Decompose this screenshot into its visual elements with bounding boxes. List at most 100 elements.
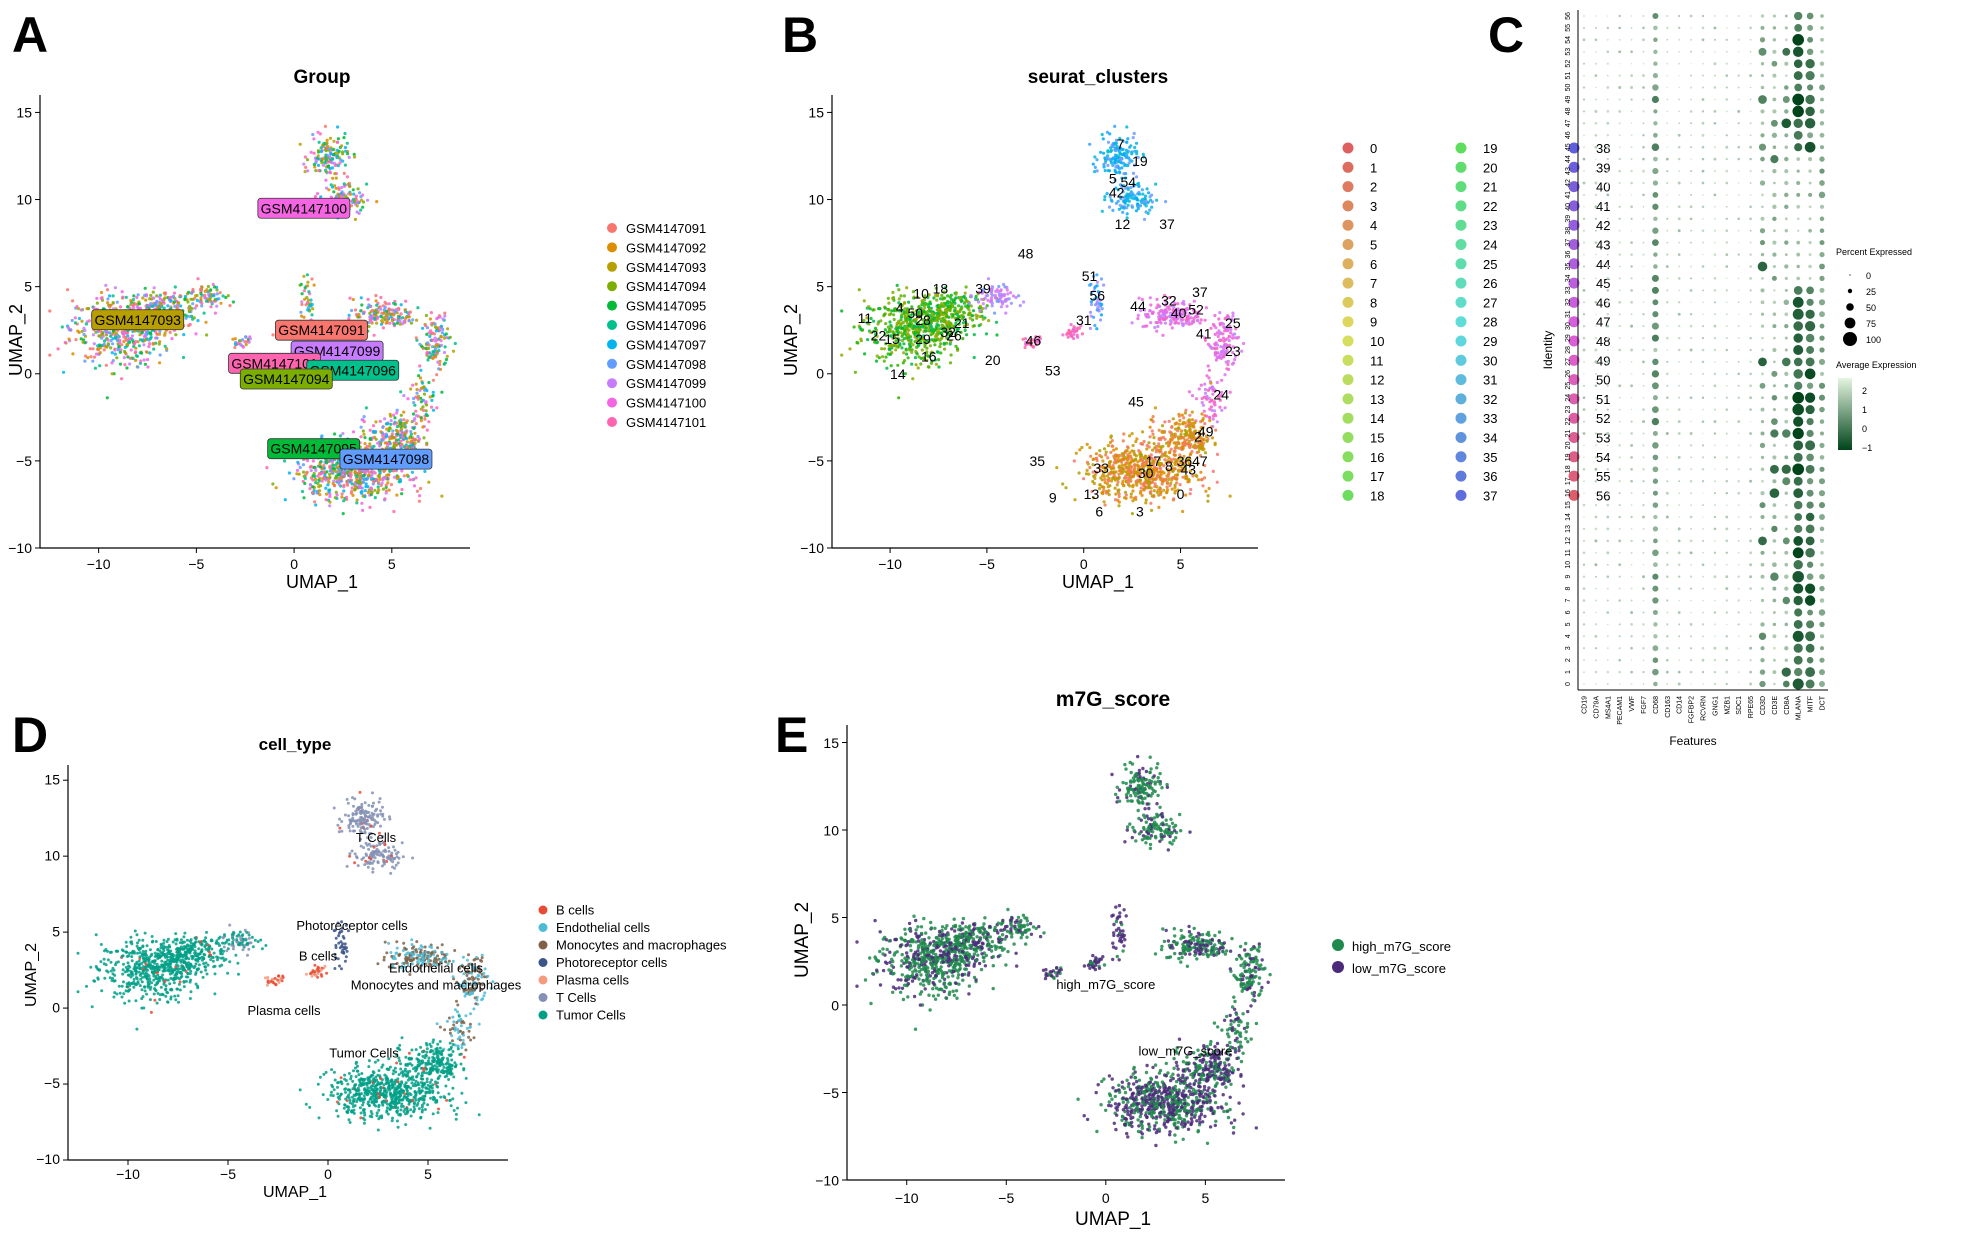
- umap-point: [1121, 153, 1125, 157]
- umap-point: [1233, 332, 1237, 336]
- umap-point: [439, 324, 443, 328]
- cluster-legend-label: 27: [1483, 295, 1497, 310]
- umap-point: [1125, 125, 1129, 129]
- umap-point: [949, 353, 953, 357]
- umap-point: [400, 487, 404, 492]
- umap-point: [404, 437, 409, 441]
- umap-point: [1215, 380, 1219, 385]
- umap-point: [998, 294, 1002, 298]
- umap-point: [203, 296, 207, 300]
- umap-point: [60, 325, 64, 329]
- umap-point: [895, 283, 899, 287]
- umap-point: [403, 308, 407, 312]
- umap-point: [379, 483, 383, 487]
- umap-point: [1117, 155, 1121, 159]
- cluster-legend-label: 9: [1370, 315, 1377, 330]
- umap-point: [397, 306, 401, 310]
- umap-point: [330, 185, 335, 189]
- umap-point: [380, 438, 384, 442]
- umap-point: [336, 125, 340, 129]
- panel-b-title: seurat_clusters: [1028, 67, 1168, 88]
- umap-point: [1167, 419, 1171, 423]
- umap-point: [1149, 321, 1153, 325]
- umap-point: [900, 346, 904, 350]
- umap-point: [339, 194, 343, 198]
- umap-point: [311, 307, 315, 311]
- umap-point: [1169, 447, 1173, 451]
- umap-point: [314, 159, 318, 163]
- umap-point: [948, 295, 952, 299]
- umap-point: [978, 304, 983, 308]
- umap-point: [905, 352, 909, 356]
- umap-point: [302, 289, 306, 293]
- umap-point: [382, 476, 386, 480]
- umap-point: [111, 342, 115, 346]
- cluster-legend-key: [1342, 200, 1354, 212]
- cluster-legend-label: 18: [1370, 488, 1384, 503]
- umap-point: [322, 464, 326, 468]
- umap-point: [98, 334, 102, 338]
- umap-point: [346, 483, 350, 487]
- umap-point: [1174, 321, 1178, 325]
- umap-point: [1229, 331, 1233, 335]
- umap-point: [388, 426, 392, 431]
- umap-point: [398, 421, 402, 426]
- umap-point: [1169, 438, 1173, 442]
- umap-point: [953, 306, 957, 310]
- umap-point: [400, 469, 404, 473]
- umap-point: [378, 419, 382, 423]
- umap-point: [1139, 489, 1143, 493]
- umap-point: [887, 301, 891, 305]
- umap-point: [1098, 318, 1103, 322]
- umap-point: [1154, 182, 1158, 186]
- umap-point: [1109, 450, 1113, 454]
- umap-point: [333, 172, 337, 176]
- umap-point: [132, 294, 136, 298]
- umap-point: [324, 170, 328, 174]
- umap-point: [1085, 442, 1089, 446]
- umap-point: [1136, 313, 1140, 317]
- umap-point: [1120, 482, 1125, 486]
- umap-point: [902, 351, 906, 355]
- umap-point: [1085, 468, 1089, 472]
- umap-point: [244, 335, 248, 339]
- umap-point: [1131, 489, 1135, 493]
- umap-point: [899, 294, 903, 298]
- umap-point: [425, 441, 429, 445]
- umap-point: [318, 493, 322, 497]
- umap-point: [367, 473, 371, 477]
- umap-point: [213, 311, 217, 315]
- umap-point: [1201, 417, 1205, 421]
- umap-point: [1128, 194, 1132, 198]
- umap-point: [313, 195, 318, 199]
- umap-point: [974, 298, 978, 302]
- umap-point: [111, 294, 115, 298]
- umap-point: [1127, 473, 1131, 477]
- umap-point: [1130, 511, 1134, 516]
- umap-point: [333, 476, 337, 480]
- umap-point: [380, 311, 384, 315]
- umap-point: [884, 355, 888, 359]
- umap-point: [1184, 321, 1188, 325]
- umap-point: [111, 301, 115, 305]
- umap-point: [1181, 445, 1185, 449]
- cluster-label: 31: [1076, 312, 1092, 328]
- umap-point: [1155, 198, 1159, 202]
- umap-point: [372, 424, 376, 428]
- umap-point: [1072, 459, 1076, 463]
- umap-point: [396, 429, 400, 433]
- umap-point: [1180, 413, 1184, 417]
- umap-point: [318, 132, 322, 136]
- umap-point: [954, 296, 958, 300]
- umap-point: [1214, 358, 1218, 362]
- umap-point: [139, 359, 143, 363]
- umap-point: [1203, 387, 1208, 392]
- cluster-legend-label: 5: [1370, 238, 1377, 253]
- umap-point: [84, 322, 88, 326]
- umap-point: [326, 477, 331, 481]
- legend-key: [607, 397, 617, 408]
- umap-point: [1187, 390, 1191, 394]
- umap-point: [412, 396, 416, 401]
- umap-point: [207, 294, 211, 298]
